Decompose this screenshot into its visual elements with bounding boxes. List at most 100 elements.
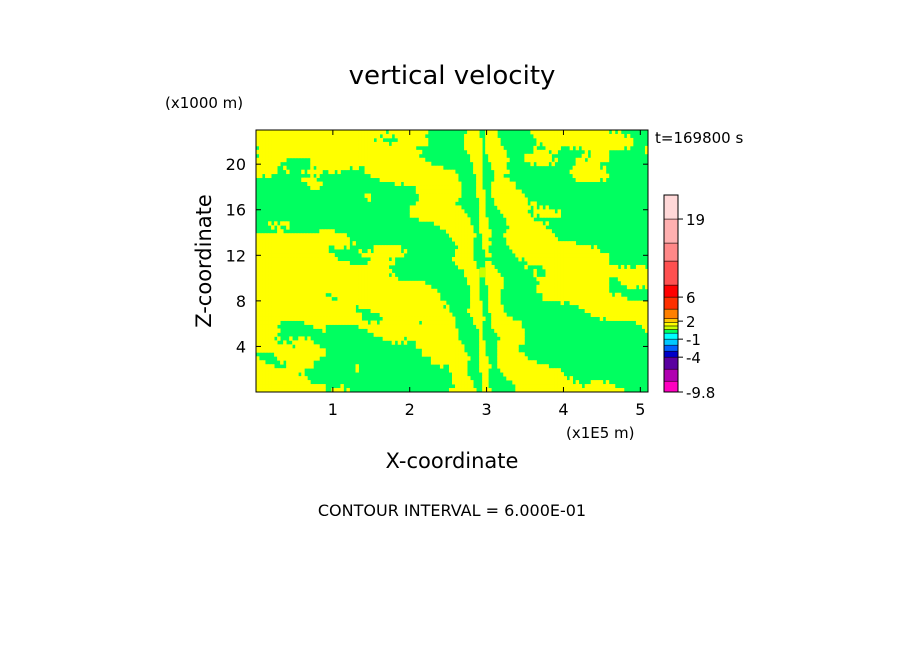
field-cell — [256, 249, 260, 254]
field-cell — [385, 165, 390, 171]
field-cell — [412, 336, 417, 341]
field-cell — [593, 280, 598, 286]
field-cell — [343, 300, 347, 306]
field-cell — [497, 193, 501, 198]
field-cell — [391, 161, 396, 167]
field-cell — [611, 296, 616, 302]
field-cell — [638, 268, 643, 274]
field-cell — [445, 332, 450, 337]
field-cell — [644, 328, 649, 333]
field-cell — [265, 372, 269, 377]
field-cell — [548, 264, 552, 270]
field-cell — [298, 312, 302, 317]
field-cell — [445, 201, 450, 206]
field-cell — [265, 272, 269, 278]
field-cell — [590, 304, 595, 310]
field-cell — [271, 249, 275, 254]
field-cell — [436, 169, 441, 175]
field-cell — [277, 268, 281, 274]
field-cell — [310, 137, 314, 143]
field-cell — [503, 189, 507, 194]
field-cell — [268, 364, 272, 369]
field-cell — [473, 288, 477, 294]
field-cell — [292, 233, 296, 238]
field-cell — [515, 249, 519, 254]
field-cell — [292, 130, 296, 135]
field-cell — [602, 384, 607, 389]
field-cell — [346, 388, 350, 393]
field-cell — [295, 372, 299, 377]
field-cell — [530, 157, 534, 163]
field-cell — [286, 356, 290, 361]
field-cell — [277, 344, 281, 349]
field-cell — [361, 272, 365, 278]
field-cell — [262, 237, 266, 242]
field-cell — [283, 304, 287, 310]
field-cell — [328, 133, 332, 139]
field-cell — [259, 292, 263, 298]
field-cell — [385, 173, 390, 179]
field-cell — [515, 388, 519, 393]
field-cell — [506, 169, 510, 175]
field-cell — [301, 356, 305, 361]
field-cell — [265, 173, 269, 179]
field-cell — [391, 272, 396, 278]
field-cell — [406, 153, 411, 159]
field-cell — [524, 201, 528, 206]
field-cell — [295, 376, 299, 381]
field-cell — [262, 145, 266, 151]
field-cell — [265, 336, 269, 341]
field-cell — [268, 153, 272, 159]
field-cell — [620, 141, 625, 147]
field-cell — [491, 304, 495, 310]
field-cell — [262, 300, 266, 306]
field-cell — [605, 304, 610, 310]
field-cell — [599, 272, 604, 278]
field-cell — [533, 364, 537, 369]
field-cell — [298, 141, 302, 147]
field-cell — [560, 372, 564, 377]
field-cell — [262, 276, 266, 282]
field-cell — [409, 161, 414, 167]
field-cell — [503, 153, 507, 159]
field-cell — [370, 288, 374, 294]
field-cell — [280, 149, 284, 155]
field-cell — [301, 276, 305, 282]
field-cell — [545, 380, 549, 385]
field-cell — [313, 253, 317, 258]
field-cell — [590, 141, 595, 147]
field-cell — [479, 316, 483, 321]
field-cell — [352, 280, 356, 286]
field-cell — [617, 141, 622, 147]
field-cell — [563, 292, 567, 298]
field-cell — [626, 300, 631, 306]
field-cell — [500, 205, 504, 210]
field-cell — [409, 292, 414, 298]
field-cell — [593, 169, 598, 175]
x-axis-title: X-coordinate — [386, 449, 519, 473]
field-cell — [409, 205, 414, 210]
field-cell — [436, 356, 441, 361]
field-cell — [406, 169, 411, 175]
field-cell — [358, 249, 362, 254]
field-cell — [364, 253, 368, 258]
field-cell — [452, 181, 456, 186]
field-cell — [397, 308, 402, 314]
field-cell — [551, 245, 555, 250]
field-cell — [325, 149, 329, 155]
field-cell — [524, 257, 528, 262]
field-cell — [274, 145, 278, 151]
field-cell — [524, 253, 528, 258]
field-cell — [385, 304, 390, 310]
field-cell — [593, 137, 598, 143]
field-cell — [304, 364, 308, 369]
field-cell — [455, 185, 459, 190]
field-cell — [307, 149, 311, 155]
field-cell — [596, 276, 601, 282]
field-cell — [575, 161, 580, 167]
field-cell — [530, 217, 534, 222]
field-cell — [388, 332, 393, 337]
field-cell — [352, 130, 356, 135]
field-cell — [578, 130, 583, 135]
field-cell — [512, 233, 516, 238]
